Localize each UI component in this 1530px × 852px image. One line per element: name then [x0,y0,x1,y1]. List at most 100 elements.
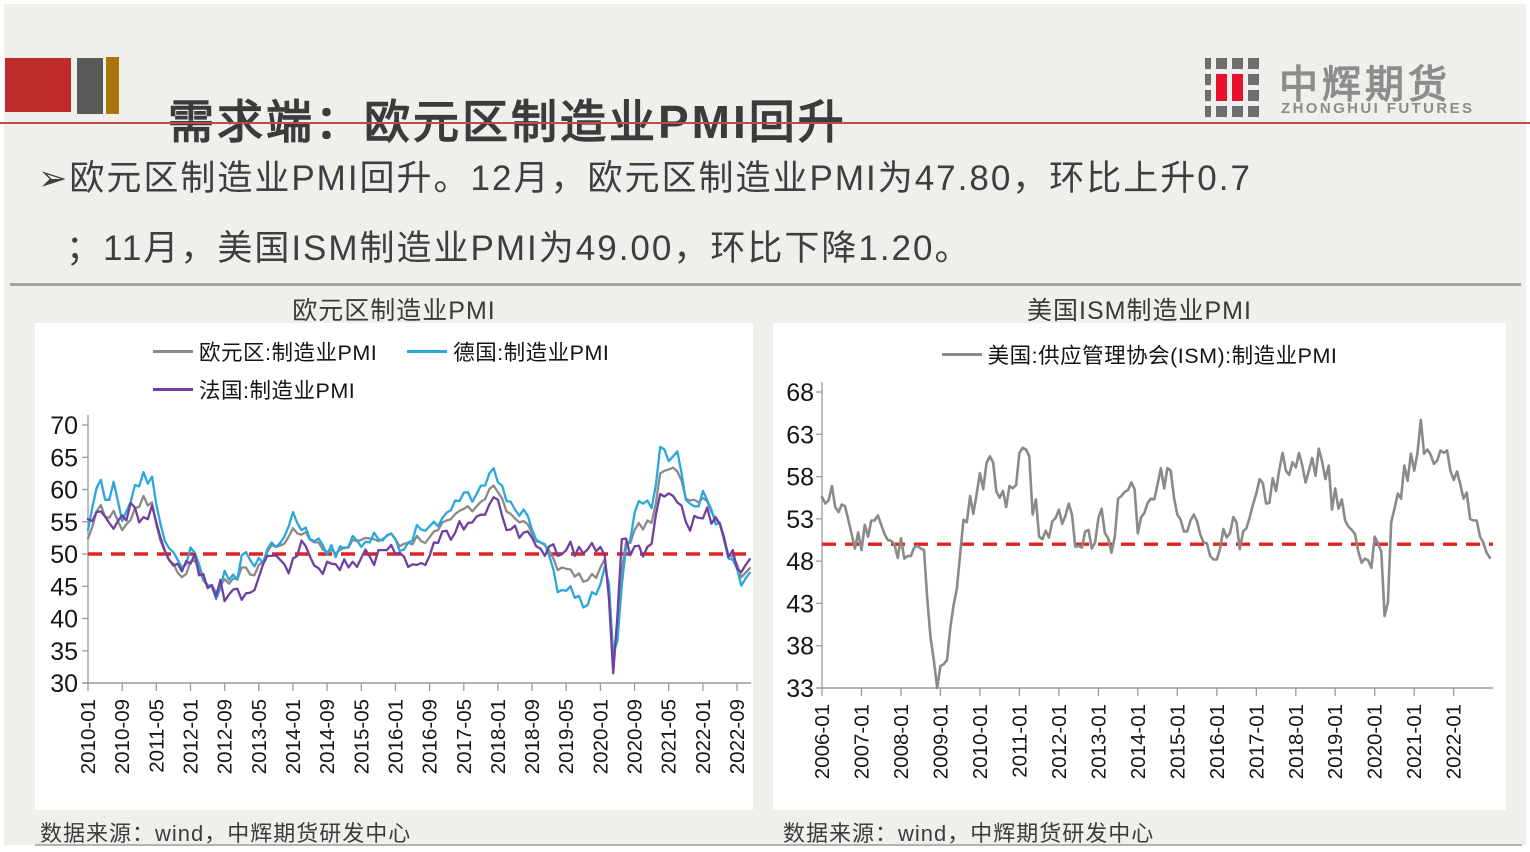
svg-text:43: 43 [786,590,814,618]
svg-text:38: 38 [786,633,814,661]
header-divider-red [0,122,1530,124]
logo-grid-cell [1205,58,1211,69]
svg-text:2008-01: 2008-01 [890,704,913,779]
page-title: 需求端：欧元区制造业PMI回升 [168,95,847,148]
svg-text:2006-01: 2006-01 [811,704,834,779]
svg-text:2016-01: 2016-01 [384,699,407,774]
svg-text:2016-09: 2016-09 [419,699,442,774]
svg-text:2020-01: 2020-01 [589,699,612,774]
logo-company-name: 中辉期货 [1279,64,1452,107]
logo-grid-cell [1248,90,1259,101]
y-axis: 30 35 40 45 50 55 60 65 70 [50,412,89,698]
svg-text:2014-01: 2014-01 [282,699,305,774]
svg-text:35: 35 [50,638,78,666]
legend-line-swatch [941,353,982,356]
summary-text-line-1: ➢欧元区制造业PMI回升。12月，欧元区制造业PMI为47.80，环比上升0.7 [38,159,1252,198]
svg-text:2017-01: 2017-01 [1245,704,1268,779]
logo-grid-cell [1205,106,1211,117]
svg-text:2010-01: 2010-01 [77,699,100,774]
logo-grid-cell [1216,58,1227,69]
logo-grid-cell [1205,74,1211,85]
svg-text:48: 48 [786,548,814,576]
left-chart-title: 欧元区制造业PMI [292,297,496,325]
svg-text:55: 55 [50,509,78,537]
svg-text:2021-05: 2021-05 [658,699,681,774]
svg-text:2015-01: 2015-01 [1166,704,1189,779]
logo-company-name-en: ZHONGHUI FUTURES [1281,100,1475,117]
svg-text:2011-05: 2011-05 [145,699,168,773]
series-line [820,418,1492,690]
summary-text-line-2: ；11月，美国ISM制造业PMI为49.00，环比下降1.20。 [66,229,972,268]
svg-text:2012-01: 2012-01 [180,699,203,774]
legend-line-swatch [153,350,193,353]
legend-label: 欧元区:制造业PMI [199,341,378,365]
y-axis: 33 38 43 48 53 58 63 68 [786,379,823,703]
svg-text:2011-01: 2011-01 [1008,704,1031,778]
logo-grid-cell [1248,58,1259,69]
logo-grid-cell [1232,58,1243,69]
legend-item: 德国:制造业PMI [407,336,609,367]
svg-text:70: 70 [50,412,78,440]
right-chart-title: 美国ISM制造业PMI [1027,297,1252,325]
svg-text:50: 50 [50,541,78,569]
svg-text:2015-05: 2015-05 [350,699,373,774]
svg-text:2021-01: 2021-01 [1403,704,1426,779]
logo-grid-cell [1232,74,1243,101]
svg-text:2009-01: 2009-01 [929,704,952,779]
svg-text:2010-09: 2010-09 [111,699,134,774]
legend-item: 欧元区:制造业PMI [153,336,377,367]
deco-gray-bar [77,58,103,114]
svg-text:2019-05: 2019-05 [555,699,578,774]
svg-text:2022-09: 2022-09 [726,699,749,774]
svg-text:2014-09: 2014-09 [316,699,339,774]
svg-text:2017-05: 2017-05 [453,699,476,774]
series-line [86,445,751,656]
svg-text:2018-01: 2018-01 [487,699,510,774]
svg-text:33: 33 [786,675,814,703]
left-chart-card: 欧元区:制造业PMI 德国:制造业PMI 法国:制造业PMI 30 35 40 45 50 5… [35,323,753,810]
left-chart-legend: 欧元区:制造业PMI 德国:制造业PMI 法国:制造业PMI [153,336,753,405]
right-chart-card: 美国:供应管理协会(ISM):制造业PMI 33 38 43 48 53 58 63 68 20… [773,323,1506,810]
right-chart-source: 数据来源：wind，中辉期货研发中心 [783,821,1155,846]
logo-grid-cell [1216,106,1227,117]
svg-text:68: 68 [786,379,814,407]
svg-text:63: 63 [786,421,814,449]
svg-text:2022-01: 2022-01 [692,699,715,774]
svg-text:2012-09: 2012-09 [214,699,237,774]
logo-grid-icon [1205,58,1267,118]
x-axis: 2006-01 2007-01 2008-01 2009-01 2010-01 2011-… [811,687,1493,779]
svg-text:53: 53 [786,506,814,534]
left-chart-source: 数据来源：wind，中辉期货研发中心 [40,821,412,846]
svg-text:2018-01: 2018-01 [1285,704,1308,779]
svg-text:60: 60 [50,477,78,505]
logo-grid-cell [1205,90,1211,101]
legend-label: 法国:制造业PMI [199,379,356,403]
legend-line-swatch [153,388,193,391]
svg-text:2007-01: 2007-01 [851,704,874,779]
section-divider [10,283,1521,286]
company-logo: 中辉期货 ZHONGHUI FUTURES [1205,56,1525,122]
svg-text:2019-01: 2019-01 [1324,704,1347,779]
logo-grid-cell [1248,106,1259,117]
footer-divider [35,844,1522,846]
logo-grid-cell [1232,106,1243,117]
svg-text:2014-01: 2014-01 [1127,704,1150,779]
svg-text:2022-01: 2022-01 [1443,704,1466,779]
logo-grid-cell [1248,74,1259,85]
svg-text:45: 45 [50,573,78,601]
deco-red-square [5,58,71,112]
svg-text:2012-01: 2012-01 [1048,704,1071,779]
right-chart-legend: 美国:供应管理协会(ISM):制造业PMI [773,339,1506,370]
legend-item: 法国:制造业PMI [153,374,355,405]
legend-label: 德国:制造业PMI [453,341,610,365]
svg-text:40: 40 [50,606,78,634]
svg-text:65: 65 [50,444,78,472]
legend-line-swatch [407,350,448,353]
svg-text:2013-05: 2013-05 [248,699,271,774]
svg-text:2018-09: 2018-09 [521,699,544,774]
legend-label: 美国:供应管理协会(ISM):制造业PMI [987,344,1338,368]
x-axis: 2010-01 2010-09 2011-05 2012-01 2012-09 2013-… [77,682,751,774]
